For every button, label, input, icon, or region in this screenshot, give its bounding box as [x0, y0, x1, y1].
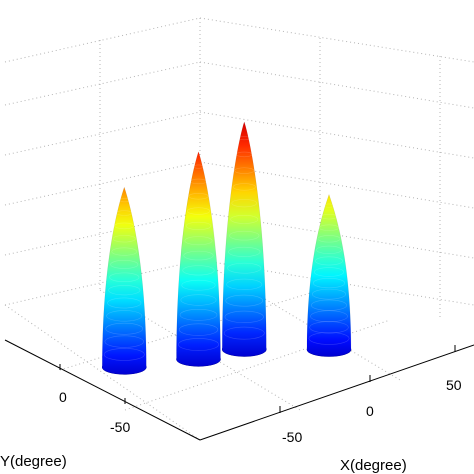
x-tick-label: 50	[446, 377, 462, 393]
axes	[4, 339, 474, 441]
x-tick-label: 0	[366, 403, 374, 419]
y-tick-label: -50	[110, 419, 130, 435]
surface-peak	[221, 121, 267, 357]
surface-peak	[176, 151, 221, 367]
surface-peak	[101, 186, 147, 375]
surface-peaks	[101, 121, 352, 375]
x-tick-label: -50	[282, 429, 302, 445]
y-axis-label: Y(degree)	[0, 453, 67, 470]
surface-peak	[306, 193, 352, 357]
x-axis-label: X(degree)	[340, 457, 407, 474]
y-tick-label: 0	[59, 389, 67, 405]
